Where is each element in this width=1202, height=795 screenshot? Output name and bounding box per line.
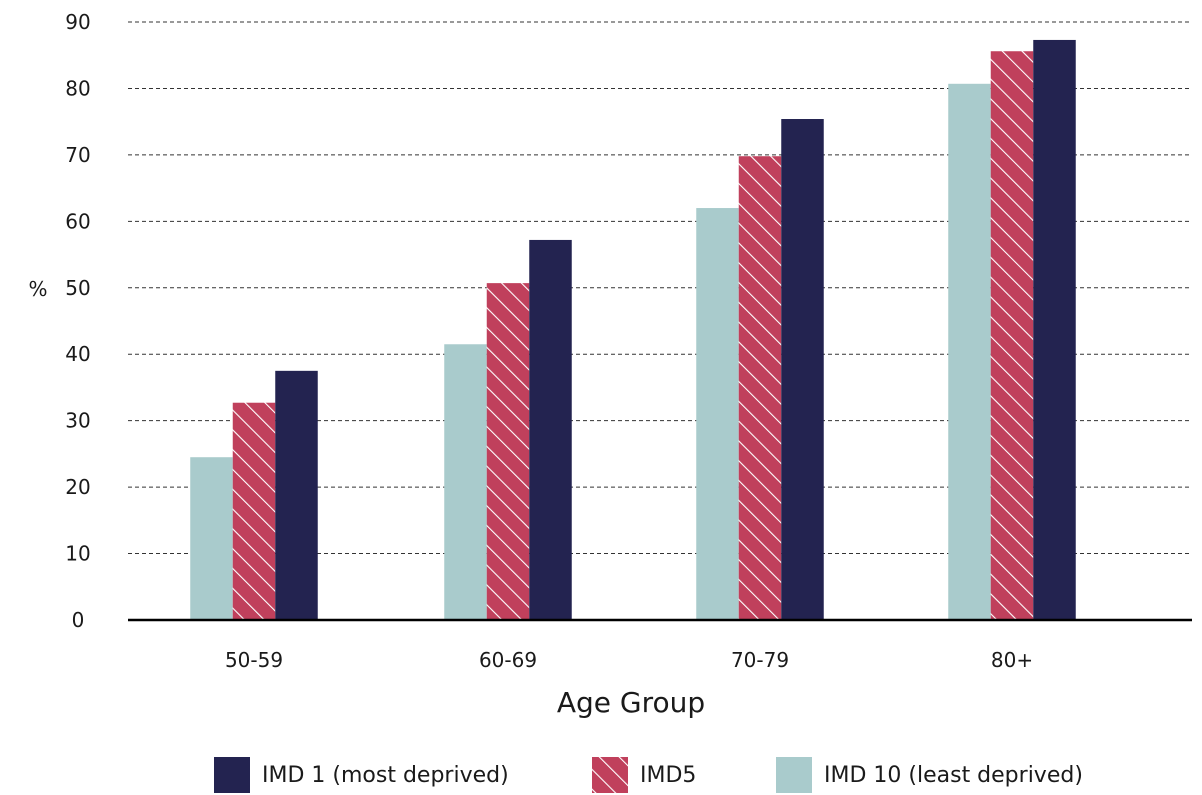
legend-label: IMD5 bbox=[640, 763, 696, 788]
legend-label: IMD 10 (least deprived) bbox=[824, 763, 1083, 788]
bar-imd1-70-79 bbox=[781, 119, 824, 621]
legend-label: IMD 1 (most deprived) bbox=[262, 763, 509, 788]
y-tick-label: 30 bbox=[65, 409, 90, 433]
legend: IMD 1 (most deprived) IMD5 IMD 10 (least d… bbox=[214, 757, 1083, 793]
bar-imd10-70-79 bbox=[696, 208, 739, 621]
x-axis-label: Age Group bbox=[557, 686, 705, 719]
y-tick-label: 0 bbox=[72, 608, 85, 632]
bar-imd5-70-79 bbox=[738, 156, 782, 620]
y-tick-label: 90 bbox=[65, 10, 90, 34]
y-axis-ticks: 0 10 20 30 40 50 60 70 80 90 bbox=[65, 10, 90, 632]
y-tick-label: 50 bbox=[65, 276, 90, 300]
y-tick-label: 40 bbox=[65, 342, 90, 366]
bar-imd10-80+ bbox=[948, 83, 991, 620]
y-tick-label: 10 bbox=[65, 542, 90, 566]
bar-imd5-50-59 bbox=[232, 402, 276, 620]
y-axis-label: % bbox=[28, 277, 47, 301]
bar-imd10-60-69 bbox=[444, 344, 487, 620]
x-category-label: 50-59 bbox=[225, 648, 283, 672]
bar-imd10-50-59 bbox=[190, 457, 233, 620]
bar-imd1-60-69 bbox=[529, 239, 572, 620]
bar-imd1-80+ bbox=[1033, 39, 1076, 620]
y-tick-label: 80 bbox=[65, 76, 90, 100]
bars bbox=[190, 39, 1076, 621]
x-category-label: 60-69 bbox=[479, 648, 537, 672]
legend-swatch bbox=[592, 757, 628, 793]
bar-imd5-80+ bbox=[990, 51, 1034, 621]
x-category-label: 80+ bbox=[991, 648, 1033, 672]
x-axis-categories: 50-59 60-69 70-79 80+ bbox=[225, 648, 1033, 672]
y-tick-label: 60 bbox=[65, 209, 90, 233]
x-category-label: 70-79 bbox=[731, 648, 789, 672]
legend-swatch bbox=[776, 757, 812, 793]
y-tick-label: 20 bbox=[65, 475, 90, 499]
bar-imd5-60-69 bbox=[486, 283, 530, 620]
bar-imd1-50-59 bbox=[275, 370, 318, 620]
y-tick-label: 70 bbox=[65, 143, 90, 167]
legend-swatch bbox=[214, 757, 250, 793]
